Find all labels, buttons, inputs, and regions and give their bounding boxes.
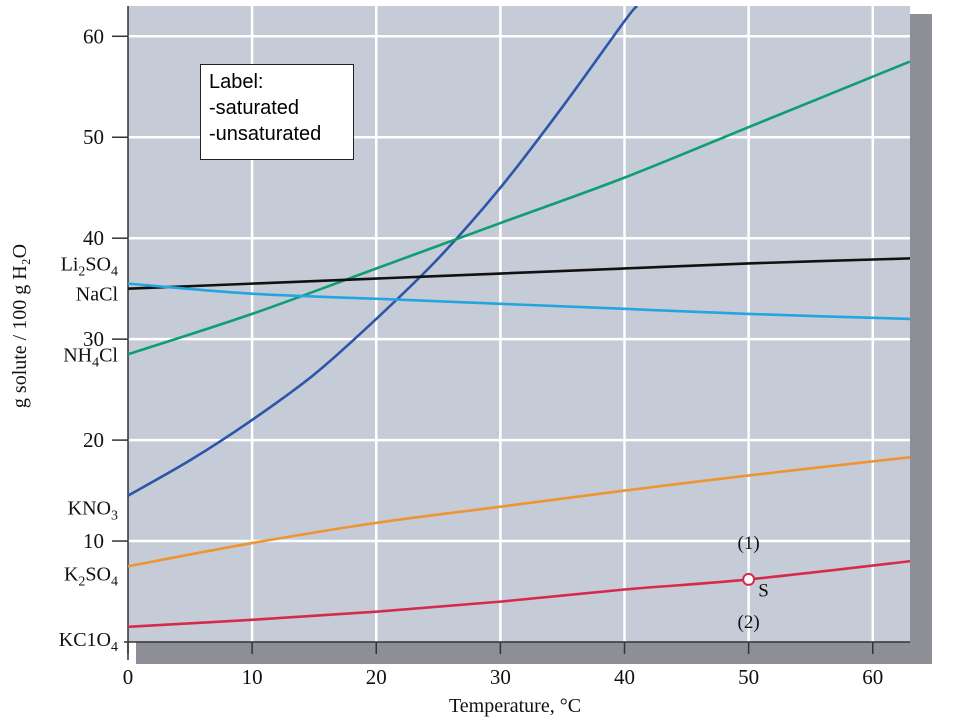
series-axis-label-part: 4	[111, 264, 118, 279]
y-tick-label: 20	[83, 428, 104, 452]
x-tick-label: 30	[490, 665, 511, 689]
series-axis-label: NaCl	[76, 284, 119, 306]
series-line	[128, 6, 638, 497]
series-line	[128, 455, 910, 568]
series-axis-label-part: K	[64, 563, 79, 585]
annotation-label: (1)	[738, 533, 760, 554]
note-line-label: Label:	[209, 71, 264, 93]
series-axis-label: K2SO4	[64, 563, 118, 589]
x-tick-label: 0	[123, 665, 134, 689]
series-axis-label-part: 3	[111, 509, 118, 524]
series-axis-label: Li2SO4	[61, 253, 118, 279]
label-note-box: Label: -saturated -unsaturated	[200, 64, 354, 160]
series-axis-label-part: 4	[111, 640, 118, 655]
y-tick-label: 50	[83, 125, 104, 149]
series-axis-label-part: 4	[111, 574, 118, 589]
series-axis-label: KC1O4	[59, 629, 118, 655]
series-line	[128, 257, 910, 290]
series-line	[128, 282, 910, 321]
series-axis-label-part: Li	[61, 253, 79, 275]
x-tick-label: 60	[862, 665, 883, 689]
y-axis-title: g solute / 100 g H₂O	[9, 244, 31, 408]
series-axis-label: KNO3	[68, 498, 118, 524]
y-tick-label: 30	[83, 327, 104, 351]
y-tick-label: 40	[83, 226, 104, 250]
series-axis-label-part: SO	[85, 563, 111, 585]
note-line-unsaturated: -unsaturated	[209, 123, 322, 145]
x-tick-label: 10	[242, 665, 263, 689]
series-line	[128, 60, 910, 356]
annotation-label: (2)	[738, 612, 760, 633]
point-s-marker	[742, 572, 756, 586]
series-axis-label-part: Cl	[99, 344, 118, 366]
annotation-label: S	[758, 581, 769, 602]
series-axis-label-part: 4	[92, 355, 99, 370]
series-axis-label-part: KNO	[68, 498, 111, 520]
y-tick-label: 10	[83, 529, 104, 553]
x-tick-label: 20	[366, 665, 387, 689]
x-tick-label: 50	[738, 665, 759, 689]
series-axis-label: NH4Cl	[63, 344, 118, 370]
series-axis-label-part: SO	[85, 253, 111, 275]
plot-shadow-right	[910, 14, 932, 656]
series-axis-label-part: 2	[78, 574, 85, 589]
series-axis-label-part: 2	[78, 264, 85, 279]
plot-shadow-bottom	[136, 642, 932, 664]
x-tick-label: 40	[614, 665, 635, 689]
series-axis-label-part: NaCl	[76, 284, 119, 306]
note-line-saturated: -saturated	[209, 97, 300, 119]
y-tick-label: 60	[83, 24, 104, 48]
series-axis-label-part: KC1O	[59, 629, 111, 651]
x-axis-title: Temperature, °C	[449, 695, 581, 717]
series-axis-label-part: NH	[63, 344, 92, 366]
